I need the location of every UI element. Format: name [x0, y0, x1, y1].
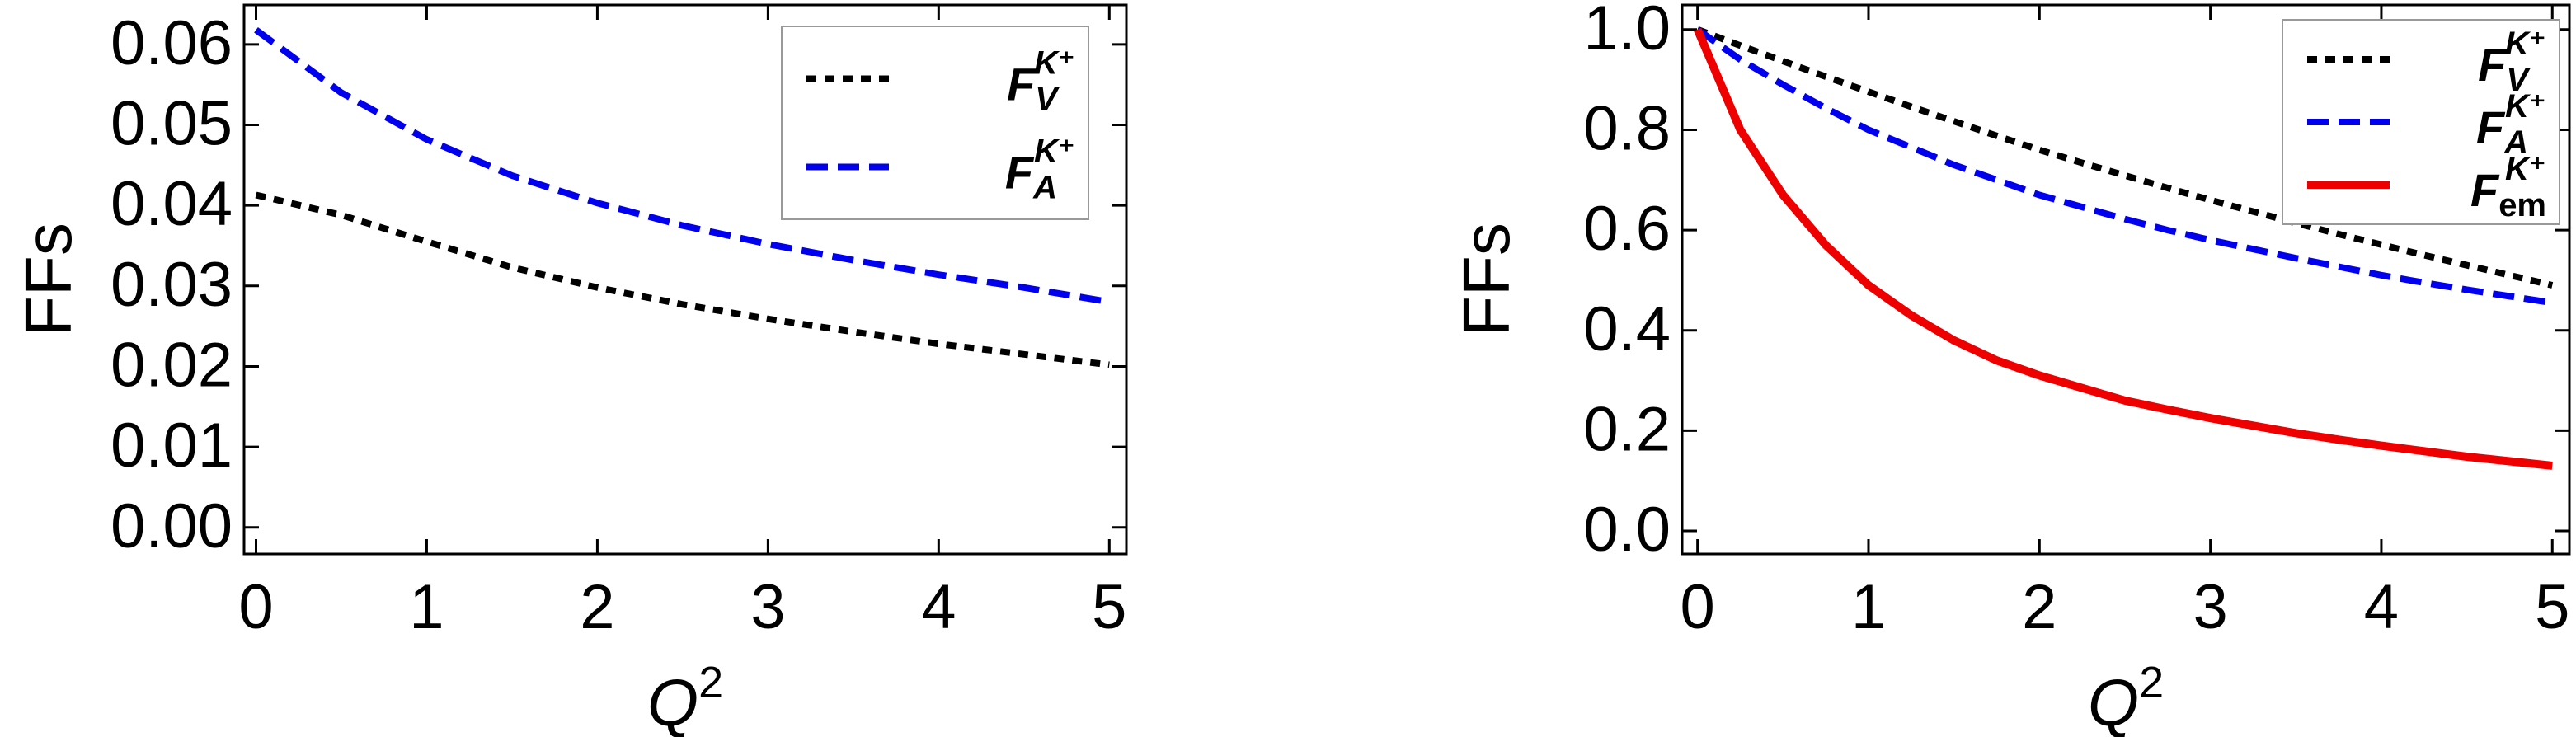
x-tick-label: 3 [750, 572, 785, 642]
legend-sub: V [1035, 82, 1060, 118]
x-tick-label: 0 [238, 572, 273, 642]
x-axis-label: Q2 [647, 658, 723, 737]
series-line [254, 27, 1110, 306]
y-tick-label: 0.8 [1583, 94, 1671, 164]
x-label-symbol: Q [647, 666, 698, 737]
x-tick-label: 4 [2364, 572, 2399, 642]
x-axis-label: Q2 [2088, 658, 2164, 737]
chart: 0.00.20.40.60.81.00 1 2 3 4 5FFsQ2FVK⁺FAK⁺Fem… [1450, 0, 2571, 737]
y-axis-label: FFs [1450, 223, 1523, 336]
legend-symbol: F [2478, 39, 2508, 91]
legend-label: FAK⁺ [1005, 134, 1075, 206]
x-tick-label: 3 [2193, 572, 2227, 642]
legend-symbol: F [1007, 59, 1037, 110]
legend-symbol: F [2476, 101, 2506, 153]
y-tick-label: 1.0 [1583, 0, 1671, 63]
y-tick-label: 0.05 [110, 89, 233, 159]
x-tick-label: 1 [409, 572, 444, 642]
legend-sup: K⁺ [2505, 26, 2546, 62]
plot-frame [1681, 3, 2571, 556]
series-line [1694, 27, 2553, 470]
legend-sub: A [1032, 170, 1057, 206]
legend-sup: K⁺ [1034, 45, 1075, 82]
legend-sub: V [2506, 62, 2531, 98]
x-tick-label: 1 [1851, 572, 1886, 642]
legend-label: FemK⁺ [2470, 151, 2546, 223]
y-tick-label: 0.4 [1583, 294, 1671, 364]
x-tick-label: 4 [921, 572, 956, 642]
y-tick-label: 0.6 [1583, 194, 1671, 264]
legend-label: FVK⁺ [2478, 26, 2546, 98]
y-tick-label: 0.02 [110, 331, 233, 401]
series-line [1696, 26, 2554, 289]
y-tick-label: 0.04 [110, 169, 233, 239]
x-tick-label: 0 [1681, 572, 1715, 642]
y-axis-label: FFs [12, 223, 85, 336]
legend-sup: K⁺ [1034, 134, 1075, 170]
legend-sup: K⁺ [2505, 151, 2546, 187]
x-tick-label: 5 [2535, 572, 2569, 642]
y-tick-label: 0.06 [110, 8, 233, 78]
y-tick-label: 0.2 [1583, 394, 1671, 464]
legend-box [781, 26, 1089, 220]
y-tick-label: 0.01 [110, 411, 233, 481]
legend-symbol: F [2470, 164, 2500, 216]
x-tick-label: 2 [580, 572, 614, 642]
legend-sub: em [2498, 187, 2546, 223]
x-label-sup: 2 [698, 658, 723, 707]
legend-label: FVK⁺ [1007, 45, 1075, 118]
chart: 0.000.010.020.030.040.050.060 1 2 3 4 5FFsQ2F… [12, 3, 1128, 737]
legend-label: FAK⁺ [2476, 88, 2546, 161]
plot-frame [242, 3, 1128, 556]
y-tick-label: 0.03 [110, 250, 233, 320]
legend-sup: K⁺ [2505, 88, 2546, 124]
series-line [255, 191, 1110, 368]
y-tick-label: 0.0 [1583, 495, 1671, 565]
series-line [1695, 26, 2553, 307]
x-tick-label: 2 [2022, 572, 2057, 642]
y-tick-label: 0.00 [110, 491, 233, 561]
x-label-symbol: Q [2088, 666, 2139, 737]
legend-symbol: F [1005, 147, 1035, 199]
x-label-sup: 2 [2139, 658, 2164, 707]
x-tick-label: 5 [1092, 572, 1126, 642]
legend-sub: A [2503, 124, 2528, 161]
